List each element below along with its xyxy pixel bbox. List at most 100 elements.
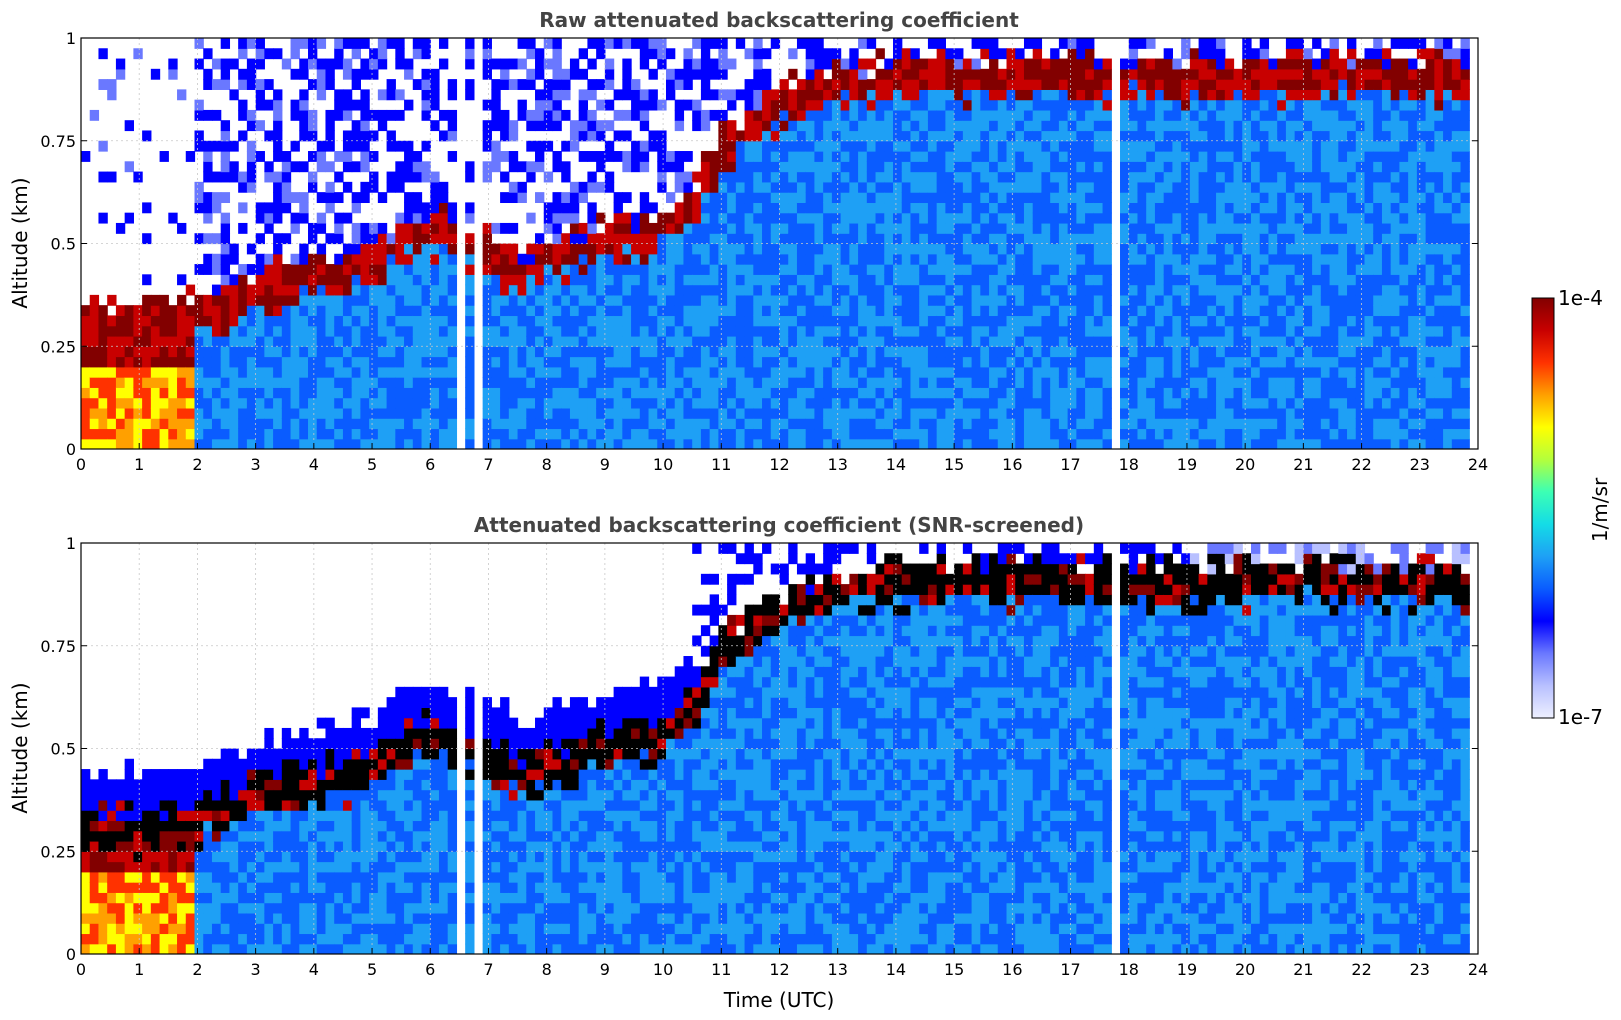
heatmap-cell — [657, 428, 667, 440]
heatmap-cell — [1102, 325, 1112, 337]
heatmap-cell — [465, 428, 475, 440]
heatmap-cell — [211, 346, 222, 358]
heatmap-cell — [1381, 315, 1392, 327]
heatmap-cell — [796, 274, 807, 286]
heatmap-cell — [796, 305, 807, 317]
heatmap-cell — [299, 397, 309, 409]
heatmap-cell — [508, 305, 519, 317]
heatmap-cell — [133, 428, 143, 440]
heatmap-cell — [89, 428, 100, 440]
heatmap-cell — [1093, 294, 1104, 306]
heatmap-cell — [1285, 264, 1296, 275]
heatmap-cell — [203, 346, 213, 358]
heatmap-cell — [779, 161, 789, 173]
heatmap-cell — [203, 387, 213, 399]
heatmap-cell — [849, 79, 859, 90]
heatmap-cell — [1189, 130, 1200, 142]
heatmap-cell — [334, 397, 344, 409]
heatmap-cell — [1250, 264, 1261, 275]
heatmap-cell — [954, 407, 964, 419]
heatmap-cell — [700, 58, 711, 70]
heatmap-cell — [613, 407, 623, 419]
heatmap-cell — [535, 140, 545, 152]
heatmap-cell — [1006, 79, 1016, 90]
heatmap-cell — [1067, 387, 1077, 399]
heatmap-cell — [901, 58, 912, 70]
heatmap-cell — [255, 366, 265, 378]
heatmap-cell — [1216, 356, 1226, 368]
heatmap-cell — [796, 130, 807, 142]
heatmap-cell — [1163, 397, 1173, 409]
heatmap-cell — [622, 233, 632, 245]
heatmap-cell — [482, 377, 492, 388]
heatmap-cell — [639, 253, 650, 265]
heatmap-cell — [1058, 253, 1069, 265]
heatmap-cell — [107, 294, 117, 306]
heatmap-cell — [1285, 438, 1296, 449]
heatmap-cell — [1381, 438, 1392, 449]
heatmap-cell — [316, 305, 327, 317]
heatmap-cell — [369, 233, 379, 245]
heatmap-cell — [220, 438, 231, 449]
heatmap-cell — [1207, 181, 1217, 193]
heatmap-cell — [779, 294, 789, 306]
heatmap-cell — [1312, 418, 1322, 430]
heatmap-cell — [657, 397, 667, 409]
heatmap-cell — [1102, 192, 1112, 204]
heatmap-cell — [1294, 407, 1304, 419]
heatmap-cell — [962, 284, 973, 296]
heatmap-cell — [447, 284, 458, 296]
heatmap-cell — [831, 387, 842, 399]
heatmap-cell — [858, 438, 868, 449]
heatmap-cell — [561, 264, 571, 275]
heatmap-cell — [194, 130, 204, 142]
heatmap-cell — [1259, 397, 1270, 409]
heatmap-cell — [1154, 151, 1165, 162]
heatmap-cell — [395, 161, 405, 173]
heatmap-cell — [858, 99, 868, 111]
heatmap-cell — [517, 305, 527, 317]
heatmap-cell — [858, 222, 868, 234]
heatmap-cell — [997, 79, 1008, 90]
heatmap-cell — [1023, 305, 1034, 317]
heatmap-cell — [989, 48, 999, 60]
heatmap-cell — [1189, 253, 1200, 265]
heatmap-cell — [875, 274, 885, 286]
heatmap-cell — [482, 325, 492, 337]
heatmap-cell — [849, 366, 859, 378]
heatmap-cell — [342, 212, 353, 224]
heatmap-cell — [893, 294, 903, 306]
heatmap-cell — [989, 284, 999, 296]
heatmap-cell — [1172, 151, 1182, 162]
heatmap-cell — [299, 325, 309, 337]
heatmap-cell — [858, 202, 868, 214]
heatmap-cell — [447, 130, 458, 142]
heatmap-cell — [1032, 397, 1043, 409]
heatmap-cell — [526, 264, 536, 275]
heatmap-cell — [273, 89, 283, 101]
heatmap-cell — [814, 294, 824, 306]
heatmap-cell — [238, 335, 248, 347]
heatmap-cell — [1312, 253, 1322, 265]
heatmap-cell — [1023, 407, 1034, 419]
heatmap-cell — [465, 356, 475, 368]
heatmap-cell — [1216, 397, 1226, 409]
heatmap-cell — [762, 89, 772, 101]
heatmap-cell — [849, 335, 859, 347]
heatmap-cell — [1329, 151, 1339, 162]
heatmap-cell — [735, 366, 746, 378]
heatmap-cell — [805, 140, 816, 152]
heatmap-cell — [299, 202, 309, 214]
heatmap-cell — [823, 397, 833, 409]
heatmap-cell — [1041, 335, 1051, 347]
heatmap-cell — [1006, 130, 1016, 142]
heatmap-cell — [552, 48, 562, 60]
heatmap-cell — [1364, 99, 1374, 111]
heatmap-cell — [831, 335, 842, 347]
heatmap-cell — [430, 397, 440, 409]
heatmap-cell — [910, 274, 920, 286]
heatmap-cell — [351, 428, 361, 440]
heatmap-cell — [1224, 202, 1235, 214]
heatmap-cell — [831, 130, 842, 142]
heatmap-cell — [604, 387, 615, 399]
